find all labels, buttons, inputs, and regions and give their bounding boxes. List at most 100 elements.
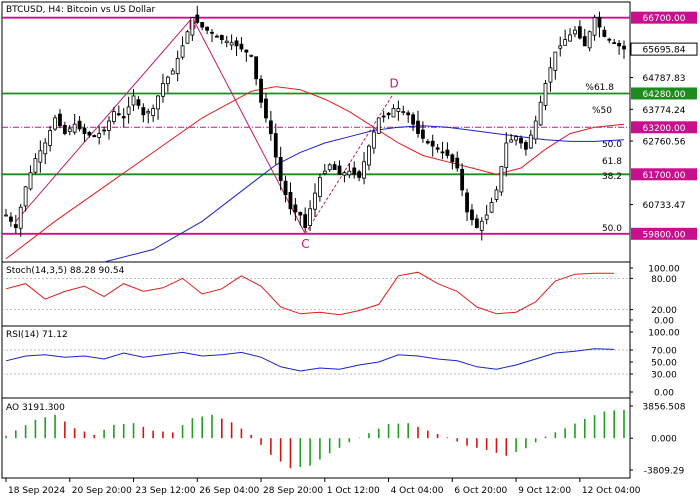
pattern-point-C: C [301, 237, 309, 251]
candle-body [386, 112, 391, 116]
stoch-y-tick-label: 100.00 [648, 265, 680, 275]
candle-body [313, 192, 317, 210]
candle-body [607, 38, 612, 41]
candle-body [430, 140, 435, 147]
candle-body [283, 180, 288, 196]
x-tick-label: 6 Oct 20:00 [454, 486, 507, 496]
chart-frame [1, 1, 631, 479]
rsi-y-tick-label: 0.00 [654, 389, 674, 399]
candle-body [352, 167, 357, 175]
fib-label: 61.8 [602, 157, 622, 167]
candle-body [224, 40, 229, 44]
candle-body [563, 39, 568, 46]
ao-title: AO 3191.300 [6, 403, 65, 413]
last-price-box [630, 42, 698, 56]
candle-body [298, 211, 303, 216]
price-level-label: 63200.00 [643, 124, 686, 134]
x-tick-label: 20 Sep 20:00 [72, 486, 132, 496]
price-level-box [631, 227, 697, 240]
price-level-box [631, 168, 697, 181]
candle-body [9, 216, 13, 222]
candle-body [367, 145, 371, 166]
ma-fast-line [5, 86, 625, 260]
candle-body [465, 192, 469, 213]
candle-body [165, 76, 170, 85]
candle-body [337, 165, 342, 175]
x-tick-label: 1 Oct 12:00 [327, 486, 380, 496]
candle-body [210, 31, 214, 34]
fib-label: 50.0 [602, 224, 622, 234]
candle-body [533, 120, 538, 140]
x-tick-label: 26 Sep 04:00 [199, 486, 259, 496]
y-tick-label: 62760.56 [643, 138, 686, 148]
candle-body [18, 206, 23, 229]
candle-body [396, 108, 401, 112]
chart-title: BTCUSD, H4: Bitcoin vs US Dollar [6, 5, 155, 15]
candle-body [151, 108, 156, 116]
x-tick-label: 28 Sep 20:00 [263, 486, 323, 496]
candle-body [470, 209, 474, 221]
candle-body [141, 107, 146, 116]
rsi-title: RSI(14) 71.12 [6, 330, 68, 340]
candle-body [357, 171, 362, 178]
rsi-y-tick-label: 70.00 [651, 347, 677, 357]
candle-body [249, 54, 254, 57]
x-tick-label: 4 Oct 04:00 [391, 486, 444, 496]
candle-body [548, 67, 553, 83]
rsi-y-tick-label: 50.00 [651, 359, 677, 369]
candle-body [597, 17, 602, 28]
candle-body [455, 157, 460, 169]
candle-body [195, 14, 200, 23]
rsi-line [5, 348, 615, 372]
candle-body [136, 99, 141, 106]
stoch-y-tick-label: 80.00 [651, 275, 677, 285]
candle-body [82, 127, 87, 134]
candle-body [156, 95, 160, 110]
candle-body [259, 78, 263, 103]
candle-body [362, 161, 366, 179]
candle-body [573, 29, 577, 35]
candle-body [558, 45, 563, 49]
candle-body [582, 36, 587, 47]
candle-body [200, 22, 205, 28]
x-tick-label: 23 Sep 12:00 [136, 486, 196, 496]
candle-body [38, 150, 43, 163]
candle-body [342, 172, 347, 176]
price-level-label: 64280.00 [643, 90, 686, 100]
candle-body [112, 111, 116, 122]
candle-body [308, 208, 312, 226]
candle-body [602, 29, 607, 37]
candle-body [102, 129, 106, 132]
candle-body [268, 120, 273, 134]
x-tick-label: 12 Oct 04:00 [582, 486, 641, 496]
candle-body [190, 17, 195, 36]
candle-body [406, 112, 411, 116]
candle-body [244, 49, 249, 53]
candle-body [416, 120, 420, 134]
price-level-label: 59800.00 [643, 230, 686, 240]
candle-body [528, 134, 533, 149]
stoch-line [5, 271, 615, 316]
candle-body [254, 56, 259, 80]
candle-body [411, 114, 415, 125]
candle-body [278, 156, 283, 181]
ao-y-tick-label: 0.000 [651, 435, 677, 445]
fib-label: 50.0 [602, 140, 622, 150]
candle-body [107, 120, 111, 131]
candle-body [43, 142, 48, 155]
stoch-y-tick-label: 0.00 [654, 317, 674, 327]
pattern-leg-1 [191, 17, 306, 235]
candle-body [23, 186, 28, 207]
candle-body [175, 57, 180, 75]
candle-body [116, 113, 121, 116]
rsi-y-tick-label: 30.00 [651, 371, 677, 381]
pattern-point-D: D [389, 76, 398, 90]
candle-body [553, 51, 558, 71]
candle-body [13, 224, 18, 228]
candle-body [538, 101, 543, 126]
candle-body [264, 98, 268, 119]
candle-body [543, 83, 548, 106]
candle-body [425, 141, 430, 144]
candle-body [53, 117, 57, 130]
